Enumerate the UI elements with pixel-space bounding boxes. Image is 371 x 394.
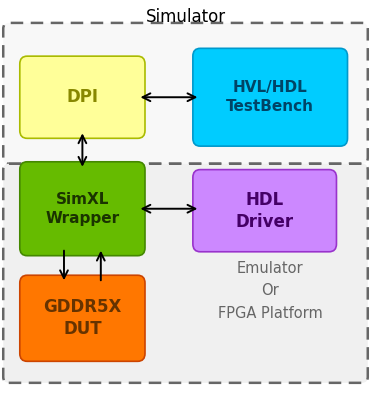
FancyBboxPatch shape <box>20 275 145 361</box>
FancyBboxPatch shape <box>193 169 336 252</box>
Text: HDL
Driver: HDL Driver <box>236 191 294 231</box>
Text: HVL/HDL
TestBench: HVL/HDL TestBench <box>226 80 314 114</box>
FancyBboxPatch shape <box>193 48 348 146</box>
Text: SimXL
Wrapper: SimXL Wrapper <box>45 192 119 225</box>
FancyBboxPatch shape <box>3 23 368 164</box>
Text: Simulator: Simulator <box>145 8 226 26</box>
FancyBboxPatch shape <box>20 56 145 138</box>
FancyBboxPatch shape <box>20 162 145 256</box>
Text: DPI: DPI <box>66 88 98 106</box>
Text: GDDR5X
DUT: GDDR5X DUT <box>43 298 122 338</box>
Text: Emulator
Or
FPGA Platform: Emulator Or FPGA Platform <box>218 261 322 321</box>
FancyBboxPatch shape <box>3 164 368 383</box>
